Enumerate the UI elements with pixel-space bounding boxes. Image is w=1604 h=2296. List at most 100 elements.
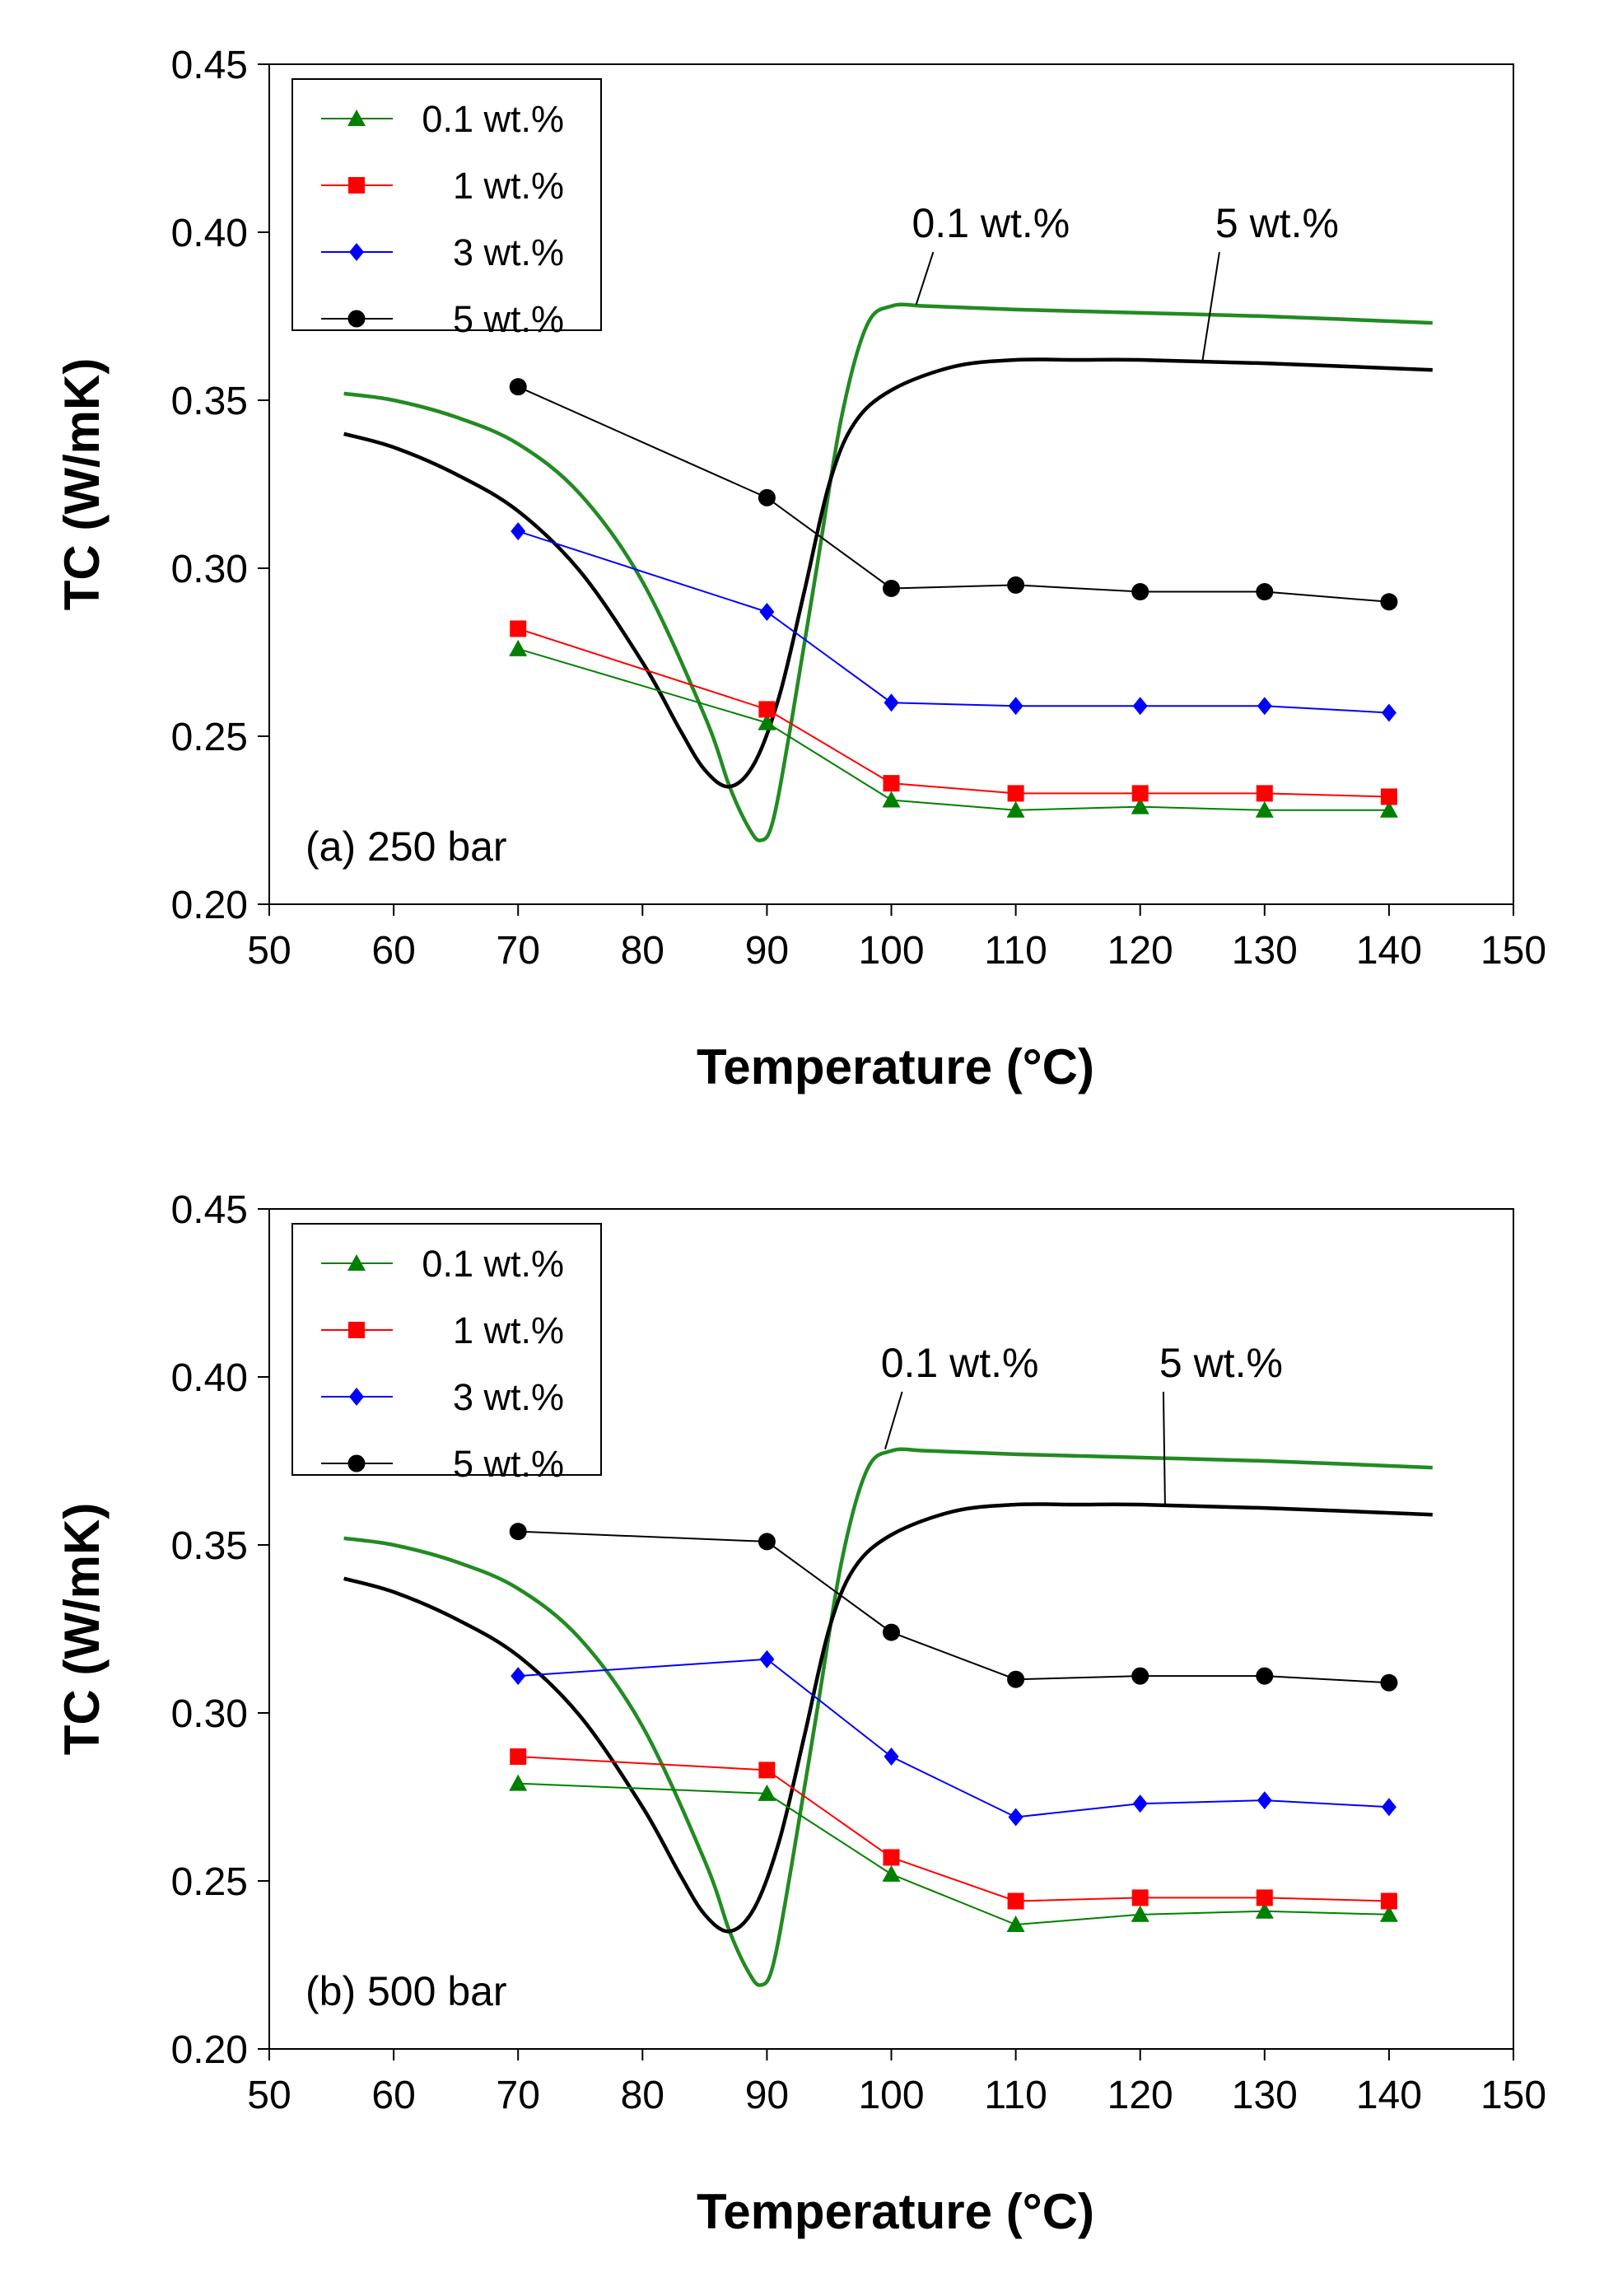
model-curve-5wt bbox=[343, 1502, 1433, 1934]
curve-annotation: 5 wt.% bbox=[1159, 1340, 1283, 1386]
data-point bbox=[882, 791, 901, 808]
data-point bbox=[1256, 785, 1273, 802]
x-tick-label: 90 bbox=[745, 929, 789, 973]
x-tick-label: 90 bbox=[745, 2074, 789, 2117]
legend-entry-label: 3 wt.% bbox=[453, 231, 564, 273]
legend-entry-label: 3 wt.% bbox=[453, 1376, 564, 1418]
legend-entry-label: 5 wt.% bbox=[453, 298, 564, 340]
data-point bbox=[884, 1748, 899, 1766]
data-point bbox=[1008, 1808, 1023, 1827]
legend-marker bbox=[348, 1322, 365, 1338]
legend-marker bbox=[347, 1454, 366, 1472]
x-tick-label: 60 bbox=[371, 929, 415, 973]
curve-annotation: 5 wt.% bbox=[1215, 200, 1339, 246]
x-tick-label: 150 bbox=[1480, 929, 1546, 973]
annotation-leader-line bbox=[884, 1391, 903, 1450]
data-point bbox=[758, 1762, 776, 1779]
y-tick-label: 0.40 bbox=[171, 1356, 248, 1400]
legend-marker bbox=[347, 310, 366, 328]
data-point bbox=[1257, 1791, 1272, 1810]
x-tick-label: 140 bbox=[1356, 2074, 1422, 2117]
data-point bbox=[759, 603, 775, 622]
y-tick-label: 0.20 bbox=[171, 884, 248, 927]
data-point bbox=[509, 639, 528, 656]
data-point bbox=[882, 1864, 901, 1882]
model-curve-0-1wt bbox=[343, 302, 1433, 842]
legend-entry-label: 0.1 wt.% bbox=[422, 1243, 564, 1285]
y-axis-title: TC (W/mK) bbox=[54, 358, 110, 611]
panel-b: 0.20 0.25 0.30 0.35 0.40 0.45 50 60 70 80 90 100 110… bbox=[54, 1188, 1546, 2239]
legend-box bbox=[291, 1223, 602, 1476]
data-point bbox=[1256, 583, 1274, 601]
x-tick-label: 120 bbox=[1107, 929, 1173, 973]
x-tick-label: 70 bbox=[497, 929, 540, 973]
model-curve-5wt bbox=[343, 357, 1433, 789]
data-point bbox=[1007, 576, 1025, 594]
data-point bbox=[883, 579, 900, 597]
curve-annotation: 0.1 wt.% bbox=[912, 200, 1070, 246]
x-tick-label: 120 bbox=[1107, 2074, 1173, 2117]
y-tick-label: 0.25 bbox=[171, 716, 248, 759]
data-point bbox=[1380, 788, 1397, 805]
data-point bbox=[758, 1533, 776, 1551]
data-point bbox=[1131, 797, 1149, 814]
model-curve-0-1wt bbox=[343, 1447, 1433, 1987]
x-tick-label: 110 bbox=[984, 2074, 1047, 2117]
x-tick-label: 100 bbox=[858, 2074, 924, 2117]
x-tick-label: 60 bbox=[371, 2074, 415, 2117]
data-point bbox=[883, 1849, 900, 1866]
data-point bbox=[758, 488, 776, 506]
y-tick-label: 0.25 bbox=[171, 1860, 248, 1904]
legend-marker bbox=[347, 1254, 366, 1271]
data-point bbox=[1131, 1889, 1149, 1906]
legend-entry-label: 0.1 wt.% bbox=[422, 98, 564, 140]
data-point bbox=[1008, 697, 1023, 716]
data-point bbox=[1255, 800, 1274, 818]
x-tick-label: 100 bbox=[858, 929, 924, 973]
data-point bbox=[1131, 583, 1149, 601]
y-tick-label: 0.35 bbox=[171, 380, 248, 423]
legend-box bbox=[291, 78, 602, 331]
legend-marker bbox=[347, 110, 366, 126]
data-point bbox=[1381, 1798, 1397, 1817]
panel-label: (b) 500 bar bbox=[305, 1968, 507, 2014]
x-tick-label: 50 bbox=[247, 929, 291, 973]
x-tick-label: 110 bbox=[984, 929, 1047, 973]
y-tick-label: 0.40 bbox=[171, 212, 248, 255]
data-point bbox=[1132, 697, 1148, 716]
data-point bbox=[1006, 1916, 1025, 1933]
data-point bbox=[1256, 1889, 1273, 1906]
y-tick-label: 0.30 bbox=[171, 548, 248, 591]
x-tick-label: 50 bbox=[247, 2074, 291, 2117]
legend-entry-label: 1 wt.% bbox=[453, 165, 564, 207]
data-point bbox=[758, 1784, 776, 1801]
panel-a: 0.20 0.25 0.30 0.35 0.40 0.45 50 60 70 80 90 100 110… bbox=[54, 44, 1546, 1094]
y-tick-label: 0.35 bbox=[171, 1524, 248, 1568]
data-point bbox=[1007, 1670, 1025, 1688]
data-point bbox=[1257, 697, 1272, 716]
data-point bbox=[1007, 1892, 1024, 1910]
x-axis-title: Temperature (°C) bbox=[697, 1039, 1094, 1094]
y-tick-label: 0.20 bbox=[171, 2028, 248, 2072]
panel-label: (a) 250 bar bbox=[305, 824, 507, 870]
data-point bbox=[1379, 1905, 1398, 1922]
annotation-leader-line bbox=[1201, 251, 1220, 362]
data-point bbox=[1381, 703, 1397, 722]
legend-marker bbox=[349, 243, 364, 261]
legend-entry-label: 5 wt.% bbox=[453, 1443, 564, 1485]
data-point bbox=[1379, 800, 1398, 818]
data-point bbox=[509, 378, 527, 396]
x-tick-label: 130 bbox=[1232, 929, 1298, 973]
x-tick-label: 80 bbox=[621, 929, 664, 973]
data-point bbox=[1255, 1902, 1274, 1919]
y-tick-label: 0.30 bbox=[171, 1692, 248, 1736]
data-point bbox=[510, 1748, 527, 1766]
data-point bbox=[511, 1667, 526, 1686]
data-point bbox=[1131, 1667, 1149, 1685]
x-tick-label: 150 bbox=[1480, 2074, 1546, 2117]
data-point bbox=[884, 693, 899, 712]
y-tick-label: 0.45 bbox=[171, 1188, 248, 1232]
data-point bbox=[758, 713, 776, 730]
x-tick-label: 140 bbox=[1356, 929, 1422, 973]
